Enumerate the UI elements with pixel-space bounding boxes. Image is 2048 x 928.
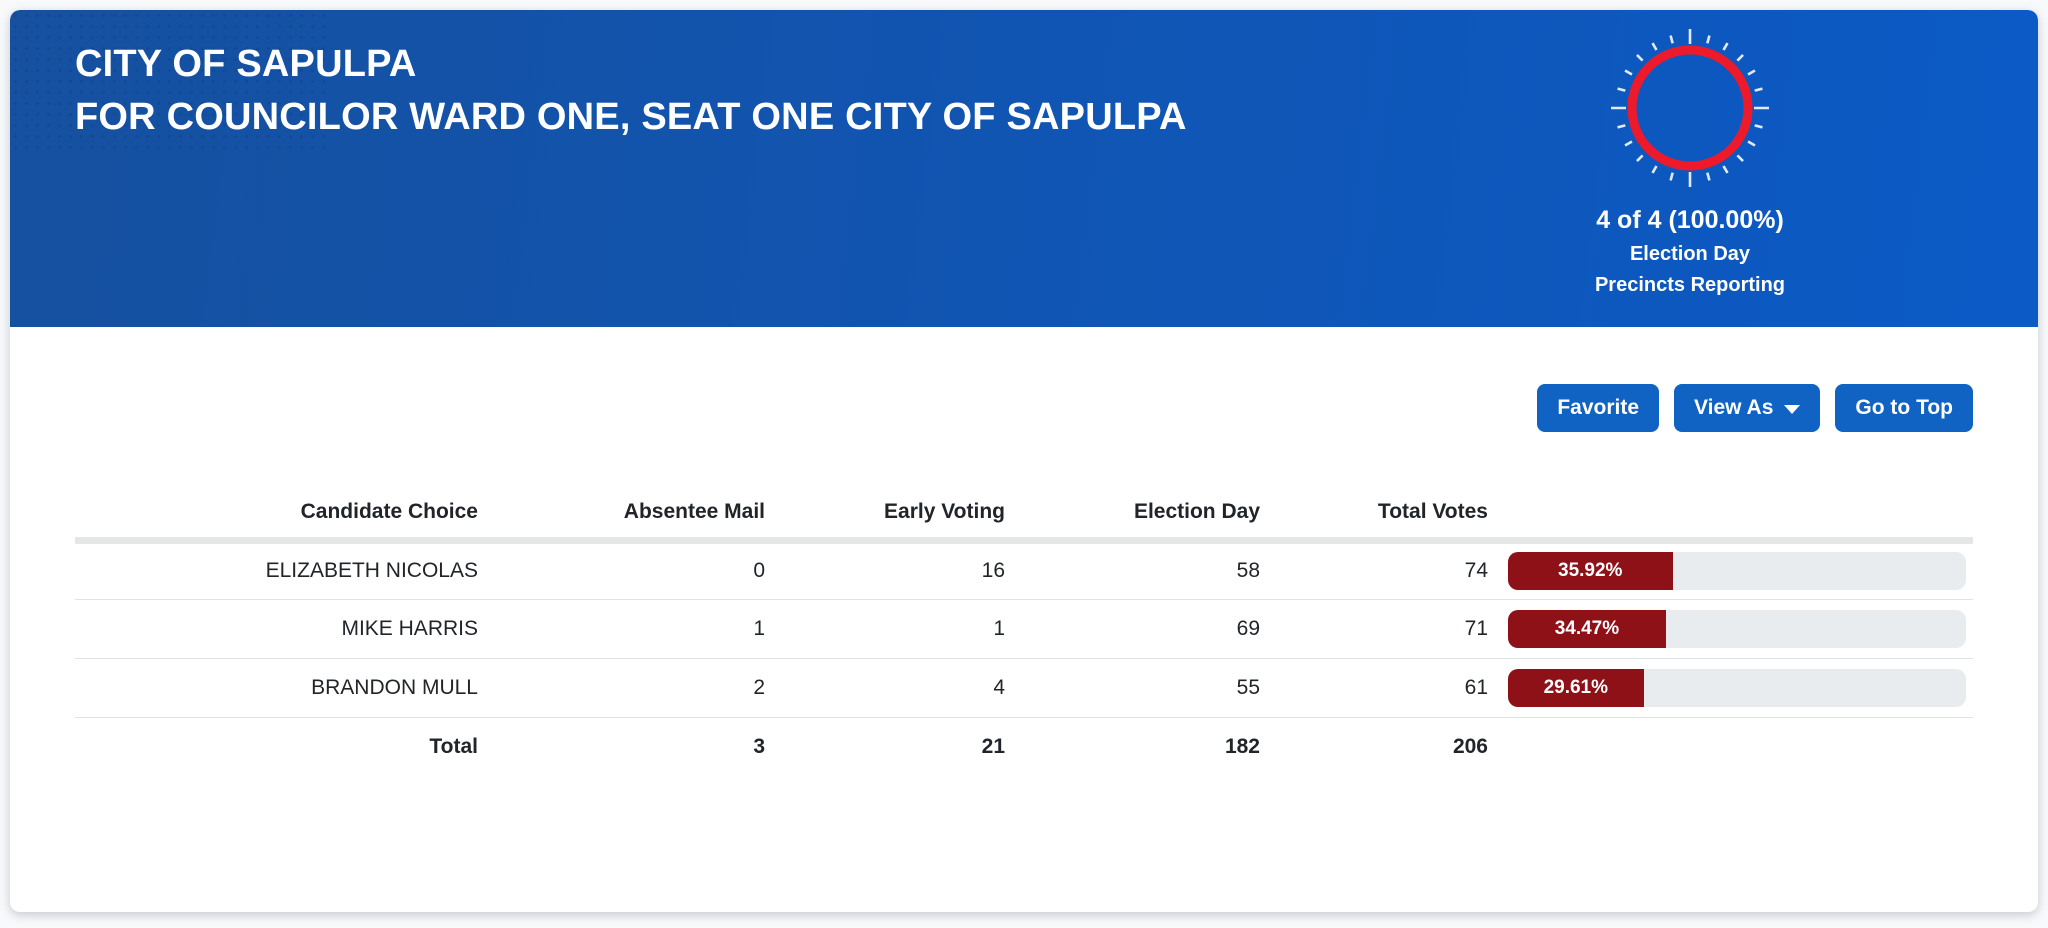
column-header-early-voting: Early Voting [772,487,1012,544]
total-votes-value: 61 [1267,657,1495,717]
column-header-election-day: Election Day [1012,487,1267,544]
percent-bar-cell: 35.92% [1495,540,1973,599]
favorite-button-label: Favorite [1557,396,1640,419]
table-row: BRANDON MULL 2 4 55 61 29.61% [75,657,1973,717]
race-title: FOR COUNCILOR WARD ONE, SEAT ONE CITY OF… [75,96,1187,138]
results-card: CITY OF SAPULPA FOR COUNCILOR WARD ONE, … [10,10,2038,912]
table-row: ELIZABETH NICOLAS 0 16 58 74 35.92% [75,540,1973,599]
election-day-value: 69 [1012,598,1267,658]
total-votes-value: 74 [1464,559,1488,582]
race-banner: CITY OF SAPULPA FOR COUNCILOR WARD ONE, … [10,10,2038,327]
precincts-count: 4 of 4 (100.00%) [1596,206,1784,234]
percent-bar-fill: 34.47% [1508,609,1666,648]
percent-bar-track: 35.92% [1508,552,1966,590]
total-early-voting: 21 [772,716,1012,776]
total-votes-value: 71 [1267,598,1495,658]
toolbar: Favorite View As Go to Top [1537,384,1973,432]
column-header-total-votes: Total Votes [1267,487,1495,544]
early-voting-value: 4 [772,657,1012,717]
percent-label: 35.92% [1558,560,1623,581]
percent-bar-track: 34.47% [1508,609,1966,648]
percent-label: 29.61% [1543,676,1609,698]
view-as-button[interactable]: View As [1674,384,1821,432]
table-total-row: Total 3 21 182 206 [75,716,1973,776]
precincts-gauge-block: 4 of 4 (100.00%) Election Day Precincts … [1490,18,1890,297]
entity-title: CITY OF SAPULPA [75,43,417,85]
candidate-name: ELIZABETH NICOLAS [265,559,478,582]
gauge-subtitle-election-day: Election Day [1629,243,1751,265]
table-row: MIKE HARRIS 1 1 69 71 34.47% [75,598,1973,658]
candidate-name: MIKE HARRIS [75,598,485,658]
column-header-percent [1495,487,1973,544]
caret-down-icon [1784,404,1801,414]
absentee-mail-value: 0 [753,559,765,582]
go-to-top-button-label: Go to Top [1855,396,1953,419]
results-table: Candidate Choice Absentee Mail Early Vot… [75,487,1973,776]
total-label: Total [75,716,485,776]
percent-bar-cell: 29.61% [1495,657,1973,717]
favorite-button[interactable]: Favorite [1537,384,1660,432]
total-election-day: 182 [1012,716,1267,776]
view-as-button-label: View As [1694,396,1774,419]
race-titles: CITY OF SAPULPA FOR COUNCILOR WARD ONE, … [75,38,1235,144]
percent-bar-track: 29.61% [1508,668,1966,707]
column-header-absentee-mail: Absentee Mail [485,487,772,544]
candidate-name: BRANDON MULL [75,657,485,717]
percent-bar-cell: 34.47% [1495,598,1973,658]
column-header-candidate: Candidate Choice [75,487,485,544]
total-total-votes: 206 [1267,716,1495,776]
percent-bar-fill: 29.61% [1508,668,1644,707]
absentee-mail-value: 2 [485,657,772,717]
percent-bar-fill: 35.92% [1508,552,1673,590]
election-day-value: 58 [1236,559,1260,582]
election-day-value: 55 [1012,657,1267,717]
total-absentee-mail: 3 [485,716,772,776]
early-voting-value: 1 [772,598,1012,658]
early-voting-value: 16 [981,559,1005,582]
go-to-top-button[interactable]: Go to Top [1835,384,1973,432]
circular-progress-ring-icon [1611,29,1769,187]
results-table-wrap: Candidate Choice Absentee Mail Early Vot… [75,487,1973,776]
table-header-row: Candidate Choice Absentee Mail Early Vot… [75,487,1973,544]
percent-bar-cell-empty [1495,716,1973,776]
gauge-subtitle-precincts-reporting: Precincts Reporting [1594,274,1786,296]
percent-label: 34.47% [1554,617,1620,639]
absentee-mail-value: 1 [485,598,772,658]
